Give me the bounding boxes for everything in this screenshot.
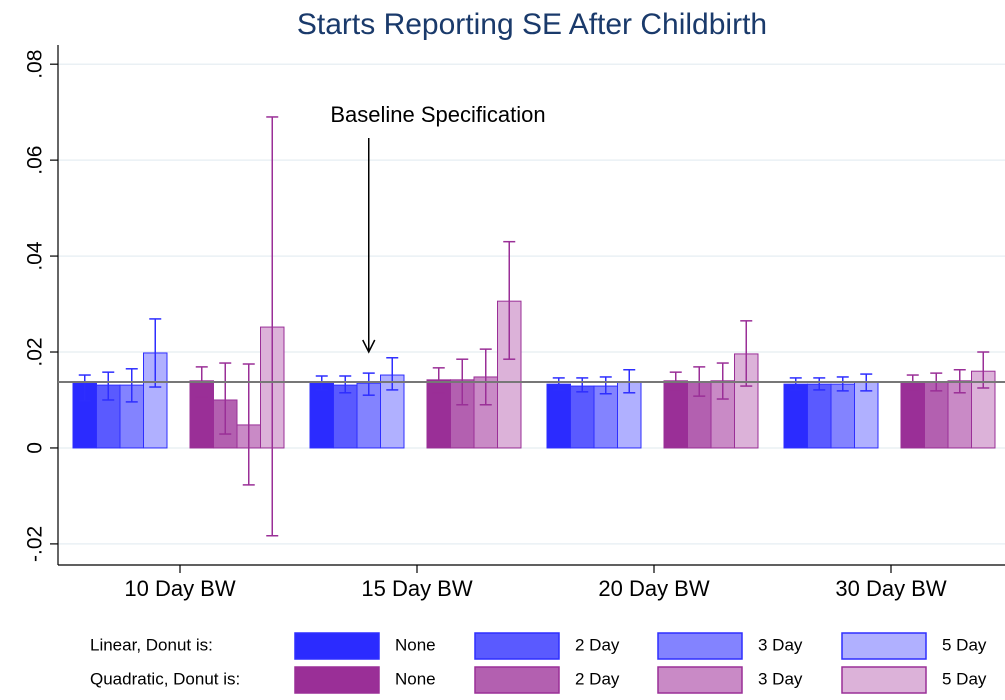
- legend-label: 3 Day: [758, 635, 803, 654]
- bar: [783, 383, 808, 449]
- legend-label: 5 Day: [942, 635, 987, 654]
- y-tick-label: .08: [24, 50, 47, 79]
- legend-swatch: [841, 632, 927, 660]
- legend-swatch: [294, 632, 380, 660]
- legend-swatch: [657, 666, 743, 694]
- legend-swatch: [841, 666, 927, 694]
- bar: [333, 384, 358, 449]
- y-tick-label: -.02: [24, 526, 47, 562]
- legend-label: 2 Day: [575, 635, 620, 654]
- legend-label: None: [395, 669, 436, 688]
- legend-label: 2 Day: [575, 669, 620, 688]
- legend-swatch: [294, 666, 380, 694]
- bar: [593, 385, 618, 449]
- bar: [830, 383, 855, 449]
- y-tick-label: .04: [24, 241, 47, 271]
- legend-label: 5 Day: [942, 669, 987, 688]
- bar: [570, 385, 595, 449]
- bar: [924, 381, 949, 449]
- annotation: Baseline Specification: [330, 102, 545, 127]
- legend-swatch: [474, 632, 560, 660]
- legend-swatch: [657, 632, 743, 660]
- y-tick-label: .02: [24, 337, 47, 366]
- y-tick-label: .06: [24, 146, 47, 175]
- y-tick-label: 0: [24, 442, 47, 454]
- bar: [663, 380, 688, 449]
- bar: [900, 381, 925, 449]
- legend-label: None: [395, 635, 436, 654]
- bar: [854, 381, 879, 449]
- bar: [309, 382, 334, 449]
- chart-title: Starts Reporting SE After Childbirth: [297, 8, 767, 41]
- legend-group-label: Linear, Donut is:: [90, 635, 213, 654]
- x-tick-label: 20 Day BW: [598, 576, 709, 601]
- arrow-head: [362, 339, 376, 354]
- x-tick-label: 15 Day BW: [361, 576, 472, 601]
- legend-label: 3 Day: [758, 669, 803, 688]
- bar: [546, 383, 571, 449]
- x-tick-label: 30 Day BW: [835, 576, 946, 601]
- bar: [807, 383, 832, 449]
- legend-swatch: [474, 666, 560, 694]
- x-tick-label: 10 Day BW: [124, 576, 235, 601]
- legend-group-label: Quadratic, Donut is:: [90, 669, 240, 688]
